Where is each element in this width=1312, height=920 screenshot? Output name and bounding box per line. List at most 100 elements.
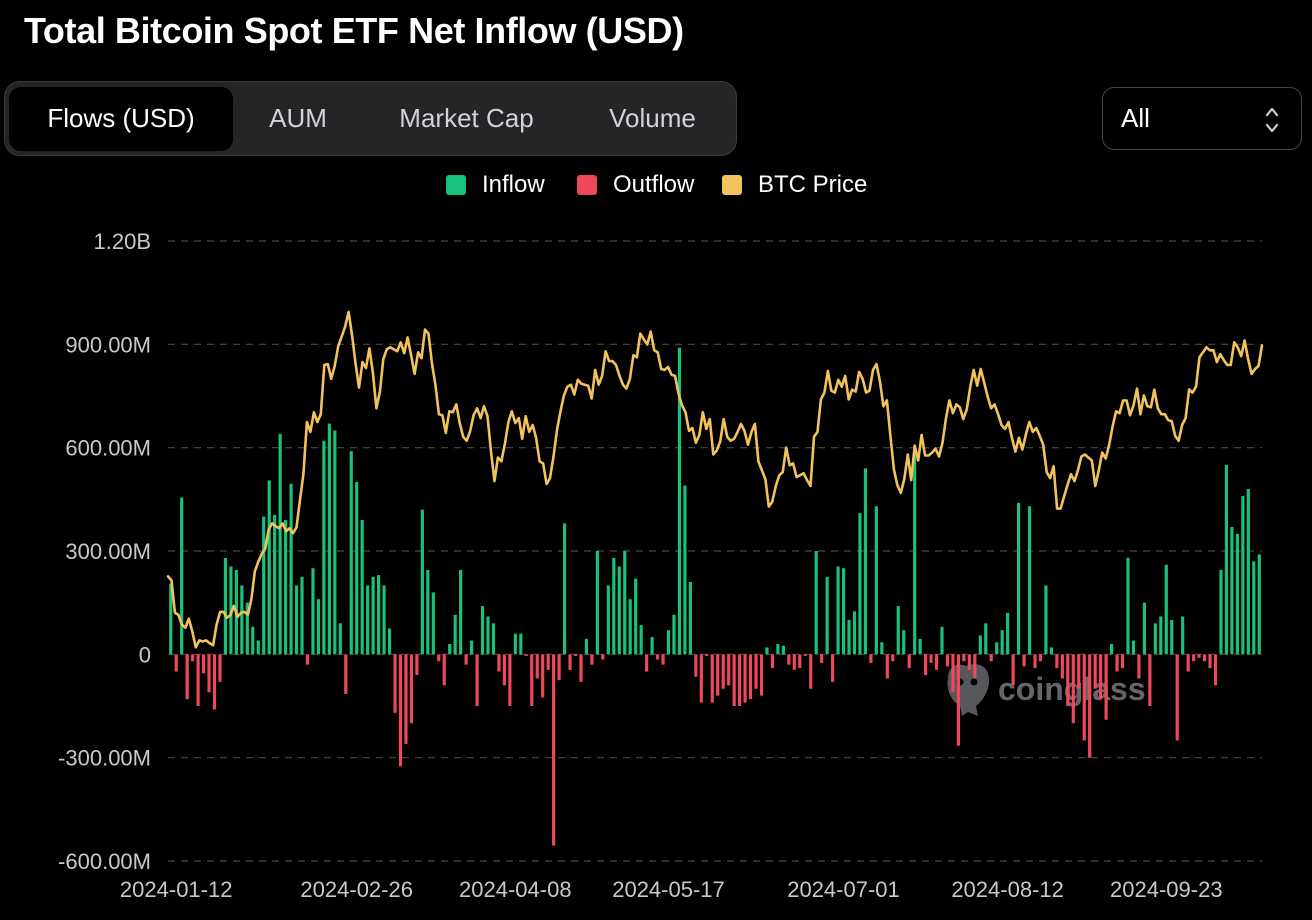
inflow-bar[interactable] — [240, 585, 244, 655]
inflow-bar[interactable] — [1006, 613, 1010, 655]
inflow-bar[interactable] — [486, 616, 490, 655]
inflow-bar[interactable] — [245, 602, 249, 655]
inflow-bar[interactable] — [480, 606, 485, 655]
outflow-bar[interactable] — [951, 654, 955, 693]
inflow-bar[interactable] — [1131, 640, 1136, 655]
outflow-bar[interactable] — [754, 654, 758, 689]
outflow-bar[interactable] — [174, 654, 178, 672]
outflow-bar[interactable] — [1104, 654, 1108, 720]
outflow-bar[interactable] — [1066, 654, 1070, 706]
inflow-bar[interactable] — [1017, 502, 1021, 655]
legend-item-inflow[interactable]: Inflow — [446, 171, 545, 198]
outflow-bar[interactable] — [929, 654, 933, 663]
outflow-bar[interactable] — [409, 654, 413, 724]
outflow-bar[interactable] — [557, 654, 561, 681]
inflow-bar[interactable] — [880, 642, 884, 655]
inflow-bar[interactable] — [322, 440, 326, 655]
inflow-bar[interactable] — [896, 606, 900, 655]
outflow-bar[interactable] — [530, 654, 534, 706]
outflow-bar[interactable] — [497, 654, 501, 672]
outflow-bar[interactable] — [1011, 654, 1015, 686]
outflow-bar[interactable] — [716, 654, 720, 696]
outflow-bar[interactable] — [1192, 654, 1196, 662]
inflow-bar[interactable] — [251, 626, 255, 655]
outflow-bar[interactable] — [655, 654, 660, 660]
outflow-bar[interactable] — [759, 654, 764, 696]
outflow-bar[interactable] — [1099, 654, 1103, 700]
outflow-bar[interactable] — [885, 654, 889, 679]
outflow-bar[interactable] — [792, 654, 796, 670]
inflow-bar[interactable] — [836, 566, 840, 655]
inflow-bar[interactable] — [223, 557, 228, 655]
outflow-bar[interactable] — [508, 654, 512, 706]
inflow-bar[interactable] — [1109, 644, 1114, 655]
outflow-bar[interactable] — [1033, 654, 1037, 669]
outflow-bar[interactable] — [1202, 654, 1207, 662]
inflow-bar[interactable] — [606, 585, 610, 655]
outflow-bar[interactable] — [552, 654, 556, 846]
time-range-select[interactable]: All — [1102, 87, 1302, 150]
inflow-bar[interactable] — [781, 645, 785, 655]
inflow-bar[interactable] — [623, 551, 627, 655]
outflow-bar[interactable] — [1213, 654, 1218, 686]
outflow-bar[interactable] — [727, 654, 731, 686]
outflow-bar[interactable] — [1186, 654, 1190, 672]
inflow-bar[interactable] — [262, 516, 266, 655]
inflow-bar[interactable] — [852, 611, 857, 655]
outflow-bar[interactable] — [705, 654, 709, 657]
inflow-bar[interactable] — [677, 347, 682, 655]
inflow-bar[interactable] — [978, 635, 982, 655]
outflow-bar[interactable] — [1071, 654, 1075, 724]
inflow-bar[interactable] — [628, 599, 632, 655]
outflow-bar[interactable] — [973, 654, 977, 679]
inflow-bar[interactable] — [338, 623, 342, 655]
outflow-bar[interactable] — [891, 654, 895, 662]
inflow-bar[interactable] — [1044, 585, 1048, 655]
outflow-bar[interactable] — [924, 654, 928, 675]
inflow-bar[interactable] — [431, 592, 435, 655]
outflow-bar[interactable] — [820, 654, 824, 663]
outflow-bar[interactable] — [196, 654, 200, 706]
outflow-bar[interactable] — [524, 654, 528, 657]
inflow-bar[interactable] — [180, 497, 184, 655]
inflow-bar[interactable] — [360, 520, 364, 655]
inflow-bar[interactable] — [672, 614, 676, 655]
inflow-bar[interactable] — [169, 583, 173, 655]
outflow-bar[interactable] — [743, 654, 747, 703]
outflow-bar[interactable] — [831, 654, 835, 682]
inflow-bar[interactable] — [1230, 526, 1234, 655]
inflow-bar[interactable] — [355, 482, 359, 655]
outflow-bar[interactable] — [748, 654, 753, 700]
inflow-bar[interactable] — [765, 647, 769, 655]
outflow-bar[interactable] — [721, 654, 725, 689]
outflow-bar[interactable] — [1082, 654, 1086, 741]
inflow-bar[interactable] — [863, 468, 868, 655]
inflow-bar[interactable] — [902, 630, 906, 655]
inflow-bar[interactable] — [371, 576, 375, 655]
inflow-bar[interactable] — [1027, 506, 1032, 655]
outflow-bar[interactable] — [1197, 654, 1201, 658]
outflow-bar[interactable] — [191, 654, 195, 662]
outflow-bar[interactable] — [770, 654, 775, 669]
inflow-bar[interactable] — [311, 568, 315, 655]
tab-aum[interactable]: AUM — [269, 103, 327, 133]
inflow-bar[interactable] — [1049, 647, 1053, 655]
outflow-bar[interactable] — [185, 654, 189, 700]
inflow-bar[interactable] — [1000, 630, 1004, 655]
inflow-bar[interactable] — [634, 578, 638, 655]
inflow-bar[interactable] — [1235, 533, 1239, 655]
outflow-bar[interactable] — [305, 654, 310, 665]
tab-volume[interactable]: Volume — [609, 103, 696, 133]
outflow-bar[interactable] — [1137, 654, 1141, 679]
inflow-bar[interactable] — [841, 568, 846, 655]
inflow-bar[interactable] — [1153, 623, 1157, 655]
outflow-bar[interactable] — [803, 654, 807, 657]
outflow-bar[interactable] — [907, 654, 911, 669]
inflow-bar[interactable] — [349, 451, 353, 655]
outflow-bar[interactable] — [732, 654, 736, 706]
inflow-bar[interactable] — [1126, 557, 1130, 655]
inflow-bar[interactable] — [513, 633, 517, 655]
inflow-bar[interactable] — [617, 566, 621, 655]
inflow-bar[interactable] — [426, 569, 430, 655]
outflow-bar[interactable] — [475, 654, 479, 706]
